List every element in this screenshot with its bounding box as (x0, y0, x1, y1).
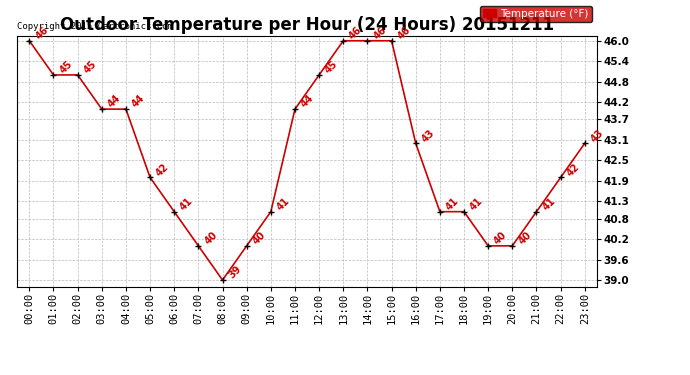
Text: 41: 41 (179, 196, 195, 212)
Text: 46: 46 (34, 25, 50, 41)
Text: 42: 42 (155, 162, 171, 178)
Text: 46: 46 (396, 25, 413, 41)
Text: 43: 43 (589, 127, 606, 144)
Text: 45: 45 (324, 59, 340, 75)
Text: 46: 46 (372, 25, 388, 41)
Text: 40: 40 (251, 230, 268, 246)
Title: Outdoor Temperature per Hour (24 Hours) 20151211: Outdoor Temperature per Hour (24 Hours) … (60, 16, 554, 34)
Text: 41: 41 (469, 196, 485, 212)
Text: 44: 44 (106, 93, 123, 110)
Text: Copyright 2015 Cartronics.com: Copyright 2015 Cartronics.com (17, 22, 173, 31)
Text: 40: 40 (203, 230, 219, 246)
Text: 41: 41 (444, 196, 461, 212)
Text: 39: 39 (227, 264, 244, 280)
Text: 42: 42 (565, 162, 582, 178)
Text: 43: 43 (420, 127, 437, 144)
Text: 41: 41 (541, 196, 558, 212)
Text: 44: 44 (299, 93, 316, 110)
Text: 45: 45 (82, 59, 99, 75)
Text: 40: 40 (517, 230, 533, 246)
Text: 46: 46 (348, 25, 364, 41)
Text: 44: 44 (130, 93, 147, 110)
Text: 40: 40 (493, 230, 509, 246)
Legend: Temperature (°F): Temperature (°F) (480, 6, 591, 22)
Text: 41: 41 (275, 196, 292, 212)
Text: 45: 45 (58, 59, 75, 75)
